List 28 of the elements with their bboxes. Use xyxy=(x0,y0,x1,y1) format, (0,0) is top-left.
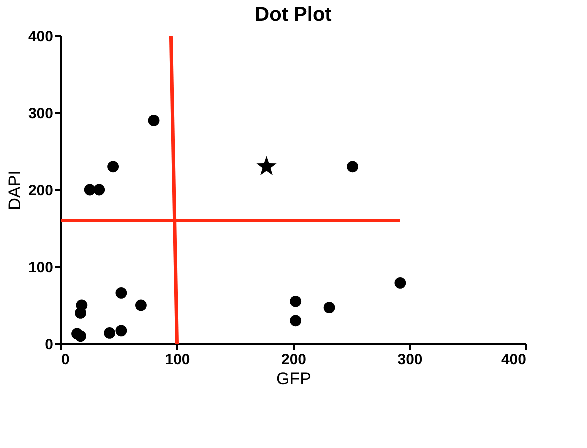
point xyxy=(324,302,336,314)
x-axis-title: GFP xyxy=(276,370,312,388)
y-tick-label: 100 xyxy=(28,260,54,276)
point xyxy=(290,315,302,327)
x-tick-label: 200 xyxy=(281,352,307,368)
x-tick-label: 0 xyxy=(62,352,70,368)
point xyxy=(136,300,147,312)
x-tick-label: 300 xyxy=(398,352,423,368)
point xyxy=(108,161,120,173)
x-tick-label: 100 xyxy=(165,352,190,368)
point xyxy=(394,277,406,289)
point xyxy=(148,115,160,126)
y-tick-label: 200 xyxy=(28,182,54,200)
y-tick-label: 400 xyxy=(28,28,54,46)
point xyxy=(347,161,358,173)
y-tick-label: 0 xyxy=(45,336,54,354)
y-tick-label: 300 xyxy=(28,106,54,122)
x-tick-label: 400 xyxy=(501,352,526,368)
y-axis-title: DAPI xyxy=(5,170,24,210)
point xyxy=(75,330,86,342)
point xyxy=(290,296,302,308)
point xyxy=(116,287,128,299)
chart-title: Dot Plot xyxy=(255,4,332,26)
point xyxy=(104,328,116,339)
point xyxy=(94,184,106,196)
point xyxy=(75,308,86,319)
point xyxy=(116,325,128,337)
point xyxy=(256,156,277,176)
